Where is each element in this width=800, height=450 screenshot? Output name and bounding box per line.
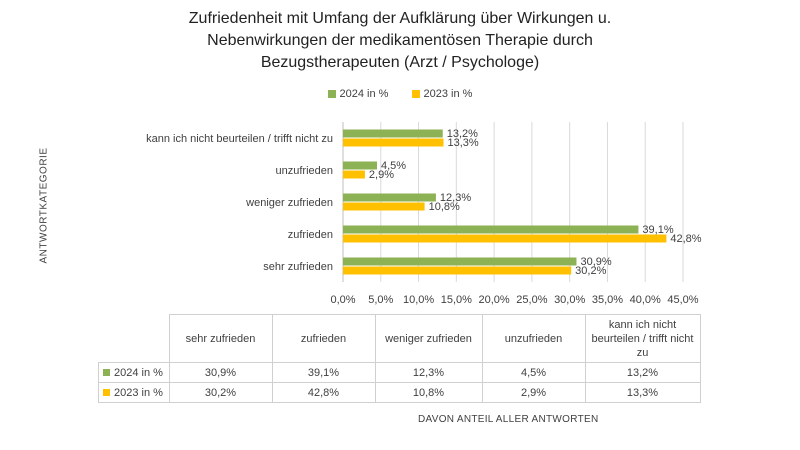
- chart-title-line: Bezugstherapeuten (Arzt / Psychologe): [260, 54, 540, 71]
- x-tick-label: 35,0%: [592, 294, 623, 306]
- row-label-text: 2024 in %: [114, 366, 163, 379]
- data-table-header: kann ich nicht beurteilen / trifft nicht…: [584, 314, 701, 363]
- data-label: 12,3%: [440, 192, 471, 204]
- data-table-cell: 12,3%: [374, 362, 483, 383]
- data-table-header: weniger zufrieden: [374, 314, 483, 363]
- category-label: kann ich nicht beurteilen / trifft nicht…: [146, 133, 333, 145]
- data-table: sehr zufrieden zufrieden weniger zufried…: [98, 314, 701, 403]
- bar: [343, 170, 365, 179]
- legend-item-2024: 2024 in %: [327, 88, 389, 100]
- bar: [343, 193, 436, 202]
- data-table-cell: 4,5%: [481, 362, 586, 383]
- data-table-cell: 13,3%: [584, 382, 701, 403]
- chart-title-line: Nebenwirkungen der medikamentösen Therap…: [207, 32, 593, 49]
- bar: [343, 138, 444, 147]
- bar: [343, 129, 443, 138]
- bar: [343, 234, 667, 243]
- data-label: 42,8%: [670, 233, 701, 245]
- row-swatch-2024: [103, 369, 110, 377]
- data-table-cell: 39,1%: [271, 362, 376, 383]
- category-label: zufrieden: [288, 229, 333, 241]
- bar: [343, 257, 577, 266]
- data-table-header-row: sehr zufrieden zufrieden weniger zufried…: [98, 314, 701, 363]
- data-label: 30,9%: [580, 256, 611, 268]
- category-label: weniger zufrieden: [245, 197, 333, 209]
- category-label: unzufrieden: [276, 165, 334, 177]
- data-table-cell: 30,2%: [168, 382, 273, 403]
- x-tick-label: 10,0%: [403, 294, 434, 306]
- row-swatch-2023: [103, 389, 110, 397]
- data-label: 13,2%: [447, 128, 478, 140]
- x-tick-label: 30,0%: [554, 294, 585, 306]
- x-tick-label: 25,0%: [516, 294, 547, 306]
- data-table-cell: 2,9%: [481, 382, 586, 403]
- bar: [343, 202, 425, 211]
- data-table-header: sehr zufrieden: [168, 314, 273, 363]
- legend-label-2023: 2023 in %: [423, 88, 473, 100]
- data-table-cell: 30,9%: [168, 362, 273, 383]
- legend-item-2023: 2023 in %: [411, 88, 473, 100]
- bar: [343, 266, 572, 275]
- data-label: 2,9%: [369, 169, 394, 181]
- data-table-cell: 42,8%: [271, 382, 376, 403]
- bar: [343, 225, 639, 234]
- legend: 2024 in % 2023 in %: [0, 88, 800, 101]
- data-label: 10,8%: [429, 201, 460, 213]
- legend-label-2024: 2024 in %: [339, 88, 389, 100]
- x-tick-label: 45,0%: [667, 294, 698, 306]
- data-label: 30,2%: [575, 265, 606, 277]
- data-table-header: unzufrieden: [481, 314, 586, 363]
- chart-title: Zufriedenheit mit Umfang der Aufklärung …: [150, 8, 650, 74]
- data-table-row-2024: 2024 in % 30,9% 39,1% 12,3% 4,5% 13,2%: [98, 362, 701, 383]
- x-tick-label: 40,0%: [630, 294, 661, 306]
- x-tick-label: 20,0%: [479, 294, 510, 306]
- x-tick-label: 0,0%: [330, 294, 355, 306]
- x-tick-label: 15,0%: [441, 294, 472, 306]
- row-label-text: 2023 in %: [114, 386, 163, 399]
- x-axis-title: DAVON ANTEIL ALLER ANTWORTEN: [418, 414, 599, 425]
- data-label: 13,3%: [447, 137, 478, 149]
- x-tick-label: 5,0%: [368, 294, 393, 306]
- data-table-cell: 10,8%: [374, 382, 483, 403]
- data-table-header: zufrieden: [271, 314, 376, 363]
- data-table-row-label: 2024 in %: [98, 362, 170, 383]
- legend-swatch-2023: [411, 90, 420, 98]
- chart-title-line: Zufriedenheit mit Umfang der Aufklärung …: [188, 10, 612, 27]
- legend-swatch-2024: [327, 90, 336, 98]
- category-label: sehr zufrieden: [263, 261, 333, 273]
- data-table-row-label: 2023 in %: [98, 382, 170, 403]
- data-label: 39,1%: [642, 224, 673, 236]
- data-table-corner: [98, 314, 170, 363]
- data-table-cell: 13,2%: [584, 362, 701, 383]
- bar-chart: 0,0% 5,0% 10,0% 15,0% 20,0% 25,0% 30,0% 35,0% 40…: [146, 122, 702, 306]
- data-label: 4,5%: [381, 160, 406, 172]
- data-table-row-2023: 2023 in % 30,2% 42,8% 10,8% 2,9% 13,3%: [98, 382, 701, 403]
- bar: [343, 161, 377, 170]
